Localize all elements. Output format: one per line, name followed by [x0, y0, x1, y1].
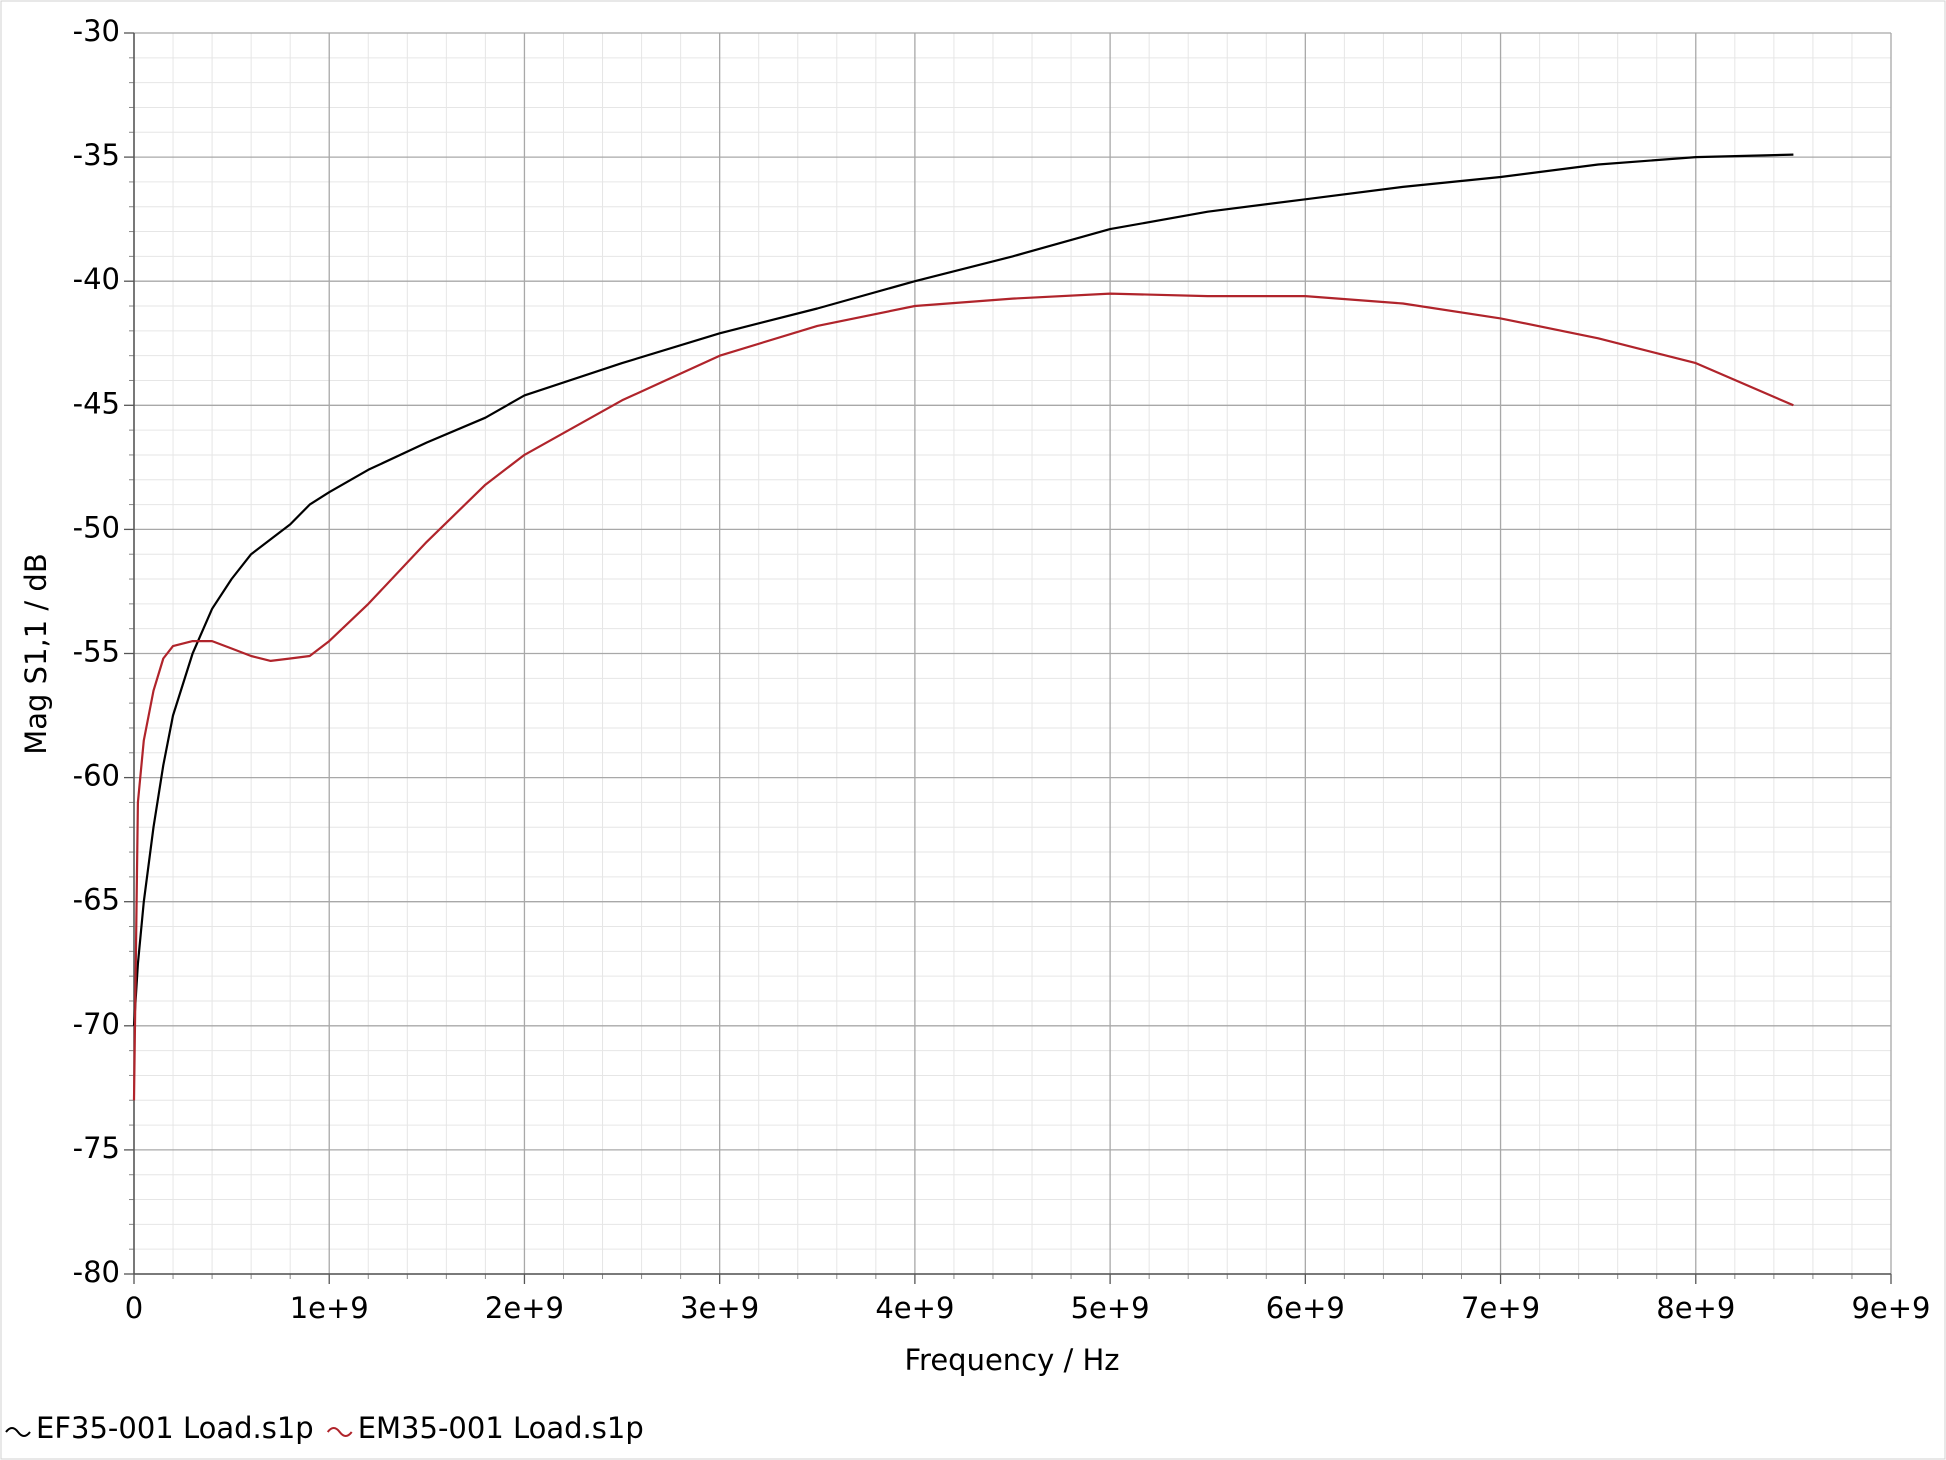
y-tick-label: -70 — [73, 1007, 120, 1041]
y-axis-label: Mag S1,1 / dB — [19, 553, 53, 754]
y-tick-label: -55 — [73, 635, 120, 669]
x-tick-label: 5e+9 — [1071, 1291, 1150, 1325]
x-tick-label: 8e+9 — [1656, 1291, 1735, 1325]
y-tick-label: -40 — [73, 262, 120, 296]
legend-swatch — [326, 1427, 353, 1437]
series-line — [132, 153, 1794, 1026]
y-tick-label: -35 — [73, 138, 120, 172]
y-tick-label: -75 — [73, 1131, 120, 1165]
x-tick-label: 2e+9 — [485, 1291, 564, 1325]
series-line — [132, 292, 1794, 1101]
x-tick-label: 0 — [125, 1291, 143, 1325]
x-tick-label: 9e+9 — [1851, 1291, 1930, 1325]
y-tick-label: -45 — [73, 386, 120, 420]
x-tick-label: 1e+9 — [290, 1291, 369, 1325]
x-tick-label: 3e+9 — [680, 1291, 759, 1325]
y-tick-label: -65 — [73, 883, 120, 917]
legend-label: EF35-001 Load.s1p — [36, 1411, 314, 1445]
x-tick-label: 4e+9 — [875, 1291, 954, 1325]
y-tick-label: -30 — [73, 14, 120, 48]
y-tick-label: -80 — [73, 1255, 120, 1289]
legend-swatch — [5, 1427, 31, 1437]
x-axis-label: Frequency / Hz — [904, 1343, 1119, 1377]
x-tick-label: 7e+9 — [1461, 1291, 1540, 1325]
y-tick-label: -60 — [73, 759, 120, 793]
y-tick-label: -50 — [73, 510, 120, 544]
legend-label: EM35-001 Load.s1p — [358, 1411, 644, 1445]
x-tick-label: 6e+9 — [1266, 1291, 1345, 1325]
